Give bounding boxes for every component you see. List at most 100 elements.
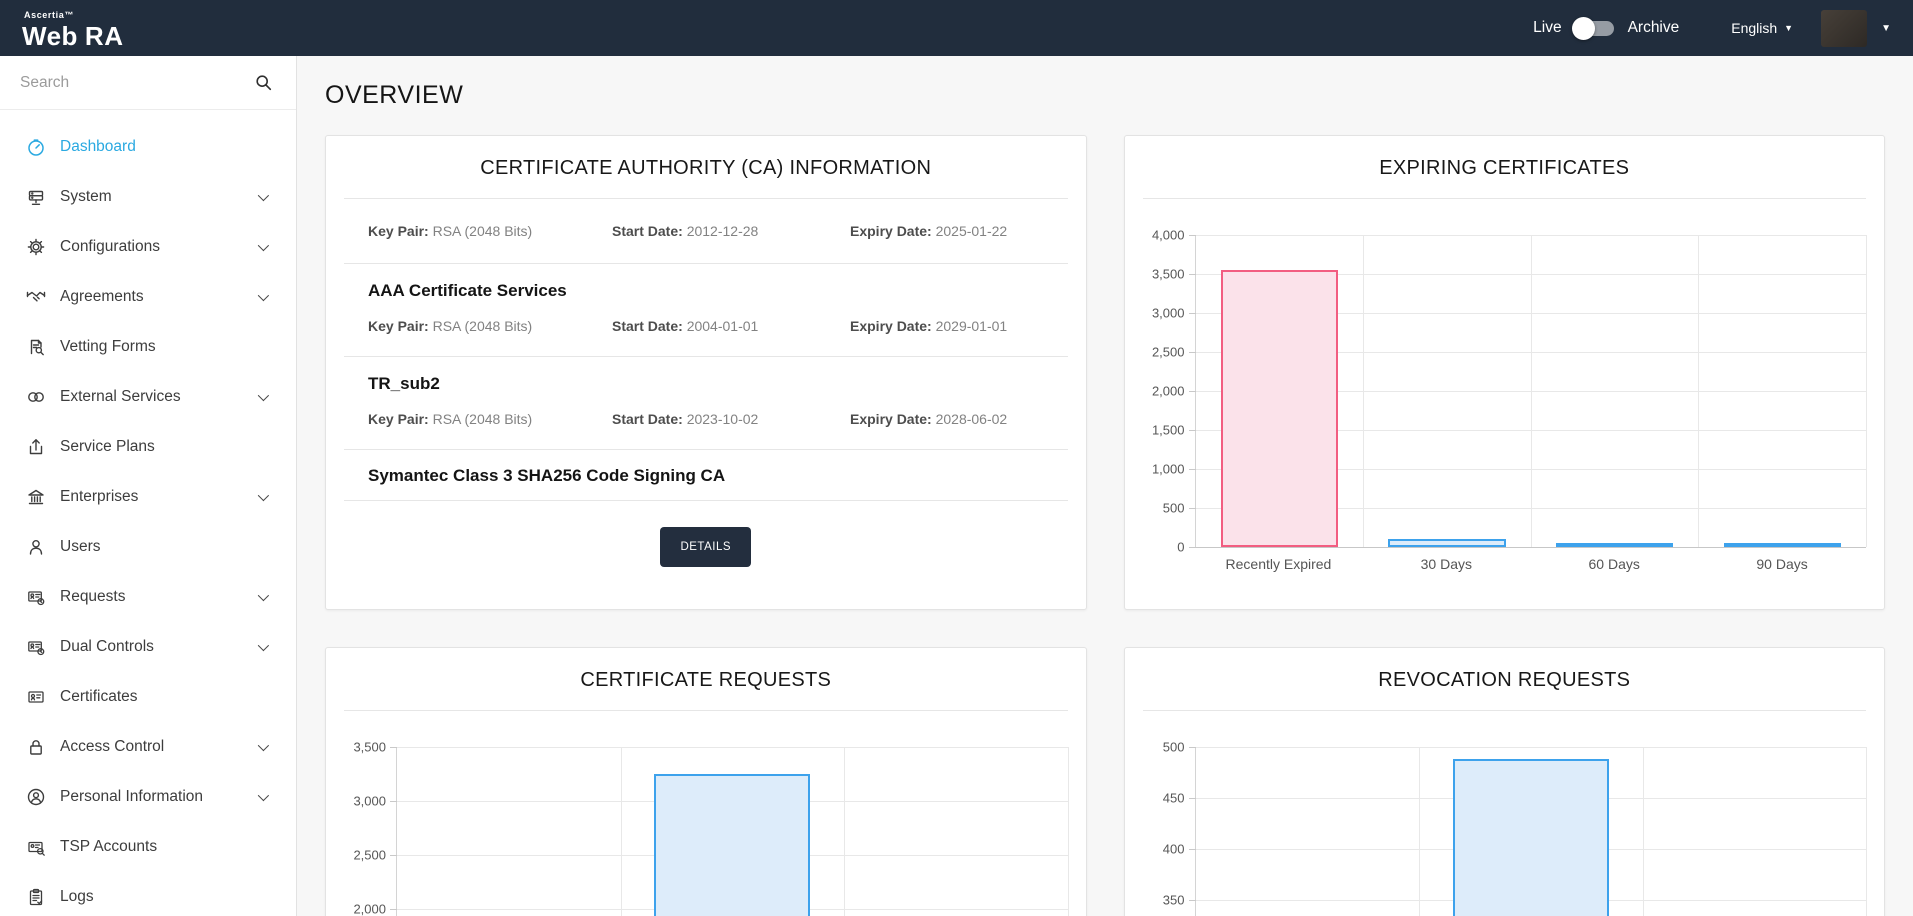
plot-area <box>1195 235 1867 547</box>
expiry-date-field: Expiry Date: 2025-01-22 <box>850 223 1044 239</box>
dual-control-card-clock-icon <box>26 637 46 657</box>
sidebar-item-service-plans[interactable]: Service Plans <box>0 422 296 472</box>
y-tick-label: 3,500 <box>353 740 386 755</box>
sidebar-item-users[interactable]: Users <box>0 522 296 572</box>
sidebar-item-dual-controls[interactable]: Dual Controls <box>0 622 296 672</box>
sidebar-item-access-control[interactable]: Access Control <box>0 722 296 772</box>
user-avatar[interactable] <box>1821 10 1867 47</box>
expiring-certificates-chart: 4,0003,5003,0002,5002,0001,5001,0005000 … <box>1143 235 1867 572</box>
plot-area <box>396 747 1068 916</box>
tick-mark <box>390 855 397 856</box>
y-tick-label: 2,500 <box>1152 345 1185 360</box>
search-input[interactable] <box>20 74 254 92</box>
person-icon <box>26 537 46 557</box>
certificate-requests-card: CERTIFICATE REQUESTS 3,5003,0002,5002,00… <box>325 647 1087 916</box>
search-icon[interactable] <box>254 73 274 93</box>
sidebar-item-vetting-forms[interactable]: Vetting Forms <box>0 322 296 372</box>
lock-icon <box>26 737 46 757</box>
chevron-down-icon <box>258 240 269 251</box>
chevron-down-icon <box>258 640 269 651</box>
chevron-down-icon <box>258 190 269 201</box>
y-tick-label: 2,000 <box>1152 384 1185 399</box>
chevron-down-icon <box>258 740 269 751</box>
tick-mark <box>390 909 397 910</box>
sidebar-item-dashboard[interactable]: Dashboard <box>0 122 296 172</box>
user-menu-chevron-icon[interactable]: ▼ <box>1881 23 1891 34</box>
toggle-knob <box>1572 17 1595 40</box>
tick-mark <box>1189 352 1196 353</box>
chart-title: EXPIRING CERTIFICATES <box>1125 136 1885 198</box>
sidebar-menu: Dashboard System Configurations Agreemen… <box>0 110 296 916</box>
dashboard-icon <box>26 137 46 157</box>
tick-mark <box>1189 469 1196 470</box>
archive-label: Archive <box>1628 19 1680 37</box>
y-axis: 4,0003,5003,0002,5002,0001,5001,0005000 <box>1143 235 1195 547</box>
expiry-date-field: Expiry Date: 2028-06-02 <box>850 411 1044 427</box>
x-tick-label: 90 Days <box>1698 556 1866 572</box>
tick-mark <box>1189 430 1196 431</box>
chart-title: CERTIFICATE REQUESTS <box>326 648 1086 710</box>
app-logo[interactable]: Ascertia™ WebRA <box>22 8 123 49</box>
tick-mark <box>1189 274 1196 275</box>
x-tick-label: Recently Expired <box>1195 556 1363 572</box>
tick-mark <box>390 801 397 802</box>
tick-mark <box>390 747 397 748</box>
ca-entry: AAA Certificate Services Key Pair: RSA (… <box>326 264 1086 356</box>
y-tick-label: 1,500 <box>1152 423 1185 438</box>
category-gridline <box>1363 235 1364 547</box>
category-gridline <box>1419 747 1420 916</box>
tick-mark <box>1189 313 1196 314</box>
live-archive-toggle[interactable] <box>1574 21 1614 36</box>
y-axis: 3,5003,0002,5002,0001,5001,0005000 <box>344 747 396 916</box>
document-search-icon <box>26 337 46 357</box>
y-tick-label: 400 <box>1163 842 1185 857</box>
ca-entry: Symantec Class 3 SHA256 Code Signing CA <box>326 450 1086 500</box>
details-button[interactable]: DETAILS <box>660 527 751 567</box>
sidebar-item-tsp-accounts[interactable]: TSP Accounts <box>0 822 296 872</box>
box-arrow-up-icon <box>26 437 46 457</box>
ca-name: AAA Certificate Services <box>368 281 1044 301</box>
chevron-down-icon <box>258 590 269 601</box>
start-date-field: Start Date: 2004-01-01 <box>612 318 850 334</box>
y-tick-label: 3,500 <box>1152 267 1185 282</box>
sidebar-item-certificates[interactable]: Certificates <box>0 672 296 722</box>
page-title: OVERVIEW <box>325 56 1885 110</box>
live-label: Live <box>1533 19 1561 37</box>
sidebar-item-logs[interactable]: Logs <box>0 872 296 916</box>
ca-card-title: CERTIFICATE AUTHORITY (CA) INFORMATION <box>326 136 1086 198</box>
brand-company: Ascertia™ <box>24 11 123 20</box>
category-gridline <box>621 747 622 916</box>
sidebar-item-requests[interactable]: Requests <box>0 572 296 622</box>
language-dropdown[interactable]: English ▼ <box>1731 20 1793 36</box>
x-tick-label: 30 Days <box>1362 556 1530 572</box>
sidebar: Dashboard System Configurations Agreemen… <box>0 56 297 916</box>
chart-bar <box>1388 539 1505 547</box>
key-pair-field: Key Pair: RSA (2048 Bits) <box>368 318 612 334</box>
sidebar-item-external-services[interactable]: External Services <box>0 372 296 422</box>
sidebar-item-configurations[interactable]: Configurations <box>0 222 296 272</box>
tick-mark <box>1189 235 1196 236</box>
category-gridline <box>1643 747 1644 916</box>
plot-area <box>1195 747 1867 916</box>
sidebar-item-personal-information[interactable]: Personal Information <box>0 772 296 822</box>
tick-mark <box>1189 900 1196 901</box>
category-gridline <box>1531 235 1532 547</box>
certificate-card-icon <box>26 687 46 707</box>
category-gridline <box>1698 235 1699 547</box>
sidebar-search <box>0 56 296 110</box>
chevron-down-icon <box>258 390 269 401</box>
tick-mark <box>1189 747 1196 748</box>
server-icon <box>26 187 46 207</box>
x-axis: Recently Expired30 Days60 Days90 Days <box>1195 556 1867 572</box>
gridline <box>1196 547 1867 548</box>
chart-title: REVOCATION REQUESTS <box>1125 648 1885 710</box>
request-card-clock-icon <box>26 587 46 607</box>
y-axis: 500450400350300250200150100500 <box>1143 747 1195 916</box>
expiring-certificates-card: EXPIRING CERTIFICATES 4,0003,5003,0002,5… <box>1124 135 1886 610</box>
chart-bar <box>1724 543 1841 547</box>
sidebar-item-agreements[interactable]: Agreements <box>0 272 296 322</box>
ca-information-card: CERTIFICATE AUTHORITY (CA) INFORMATION K… <box>325 135 1087 610</box>
sidebar-item-enterprises[interactable]: Enterprises <box>0 472 296 522</box>
sidebar-item-system[interactable]: System <box>0 172 296 222</box>
handshake-icon <box>26 287 46 307</box>
